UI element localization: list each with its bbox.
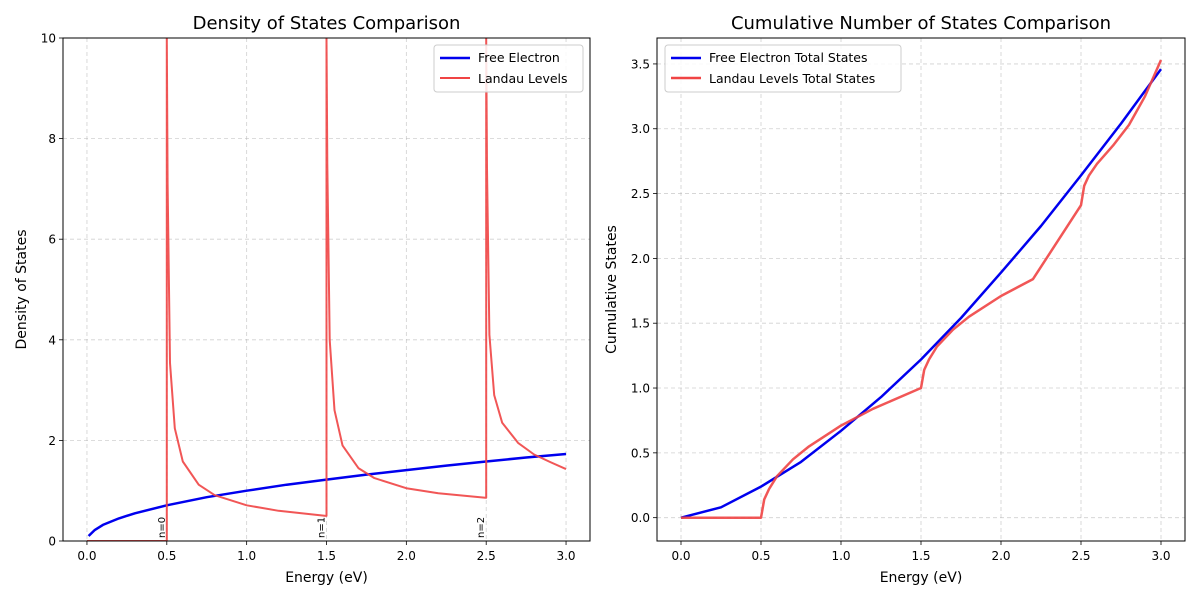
y-axis-label: Cumulative States <box>604 225 620 354</box>
series-line-landau-levels-total-states <box>681 59 1163 519</box>
legend-box <box>664 44 902 93</box>
y-tick-label: 3.5 <box>631 57 650 71</box>
level-annotation: n=0 <box>157 517 168 538</box>
y-tick-label: 8 <box>48 132 56 146</box>
y-tick-label: 4 <box>48 333 56 347</box>
y-tick-label: 0 <box>48 535 56 549</box>
chart-title: Density of States Comparison <box>193 13 461 34</box>
legend-label-free-electron: Free Electron <box>478 50 560 65</box>
chart-title: Cumulative Number of States Comparison <box>731 13 1111 34</box>
legend-label-landau-levels-total: Landau Levels Total States <box>709 71 875 86</box>
axis-ticks: 0.0 0.5 1.0 1.5 2.0 2.5 3.0 0.0 0.5 1.0 1.5 2.0 2.5 3… <box>631 57 1171 563</box>
y-tick-label: 2 <box>48 434 56 448</box>
y-tick-label: 2.5 <box>631 187 650 201</box>
y-tick-label: 1.0 <box>631 382 650 396</box>
legend: Free Electron Total States Landau Levels… <box>664 44 902 93</box>
x-tick-label: 2.5 <box>477 549 496 563</box>
x-tick-label: 2.0 <box>397 549 416 563</box>
y-tick-label: 0.0 <box>631 511 650 525</box>
cumulative-chart-panel: Cumulative Number of States Comparison 0… <box>604 13 1186 586</box>
x-tick-label: 0.0 <box>77 549 96 563</box>
x-tick-label: 2.5 <box>1071 549 1090 563</box>
x-axis-label: Energy (eV) <box>880 570 963 586</box>
y-tick-label: 1.5 <box>631 317 650 331</box>
x-tick-label: 3.0 <box>1151 549 1170 563</box>
x-tick-label: 2.0 <box>991 549 1010 563</box>
x-tick-label: 0.0 <box>671 549 690 563</box>
x-tick-label: 1.0 <box>237 549 256 563</box>
legend-box <box>433 44 584 93</box>
y-tick-label: 3.0 <box>631 122 650 136</box>
plot-area <box>87 38 567 541</box>
series-line-free-electron <box>87 452 567 537</box>
y-tick-label: 0.5 <box>631 446 650 460</box>
x-tick-label: 0.5 <box>751 549 770 563</box>
y-tick-label: 10 <box>41 32 56 46</box>
dos-chart-panel: Density of States Comparison n=0 n=1 n=2 0… <box>14 13 591 586</box>
legend-label-landau-levels: Landau Levels <box>478 71 568 86</box>
level-annotation: n=2 <box>476 517 487 538</box>
plot-area <box>680 59 1163 519</box>
grid-lines <box>657 38 1185 541</box>
x-tick-label: 1.5 <box>317 549 336 563</box>
x-tick-label: 3.0 <box>556 549 575 563</box>
level-annotations: n=0 n=1 n=2 <box>157 517 487 538</box>
y-tick-label: 2.0 <box>631 252 650 266</box>
x-tick-label: 1.5 <box>911 549 930 563</box>
legend-label-free-electron-total: Free Electron Total States <box>709 50 868 65</box>
legend: Free Electron Landau Levels <box>433 44 584 93</box>
axis-ticks: 0.0 0.5 1.0 1.5 2.0 2.5 3.0 0 2 4 6 8 10 <box>41 32 576 564</box>
y-axis-label: Density of States <box>14 230 30 350</box>
series-line-free-electron-total-states <box>680 68 1163 519</box>
level-annotation: n=1 <box>317 517 328 538</box>
x-tick-label: 0.5 <box>157 549 176 563</box>
x-tick-label: 1.0 <box>831 549 850 563</box>
series-line-landau-levels <box>87 38 567 541</box>
x-axis-label: Energy (eV) <box>285 570 368 586</box>
y-tick-label: 6 <box>48 233 56 247</box>
